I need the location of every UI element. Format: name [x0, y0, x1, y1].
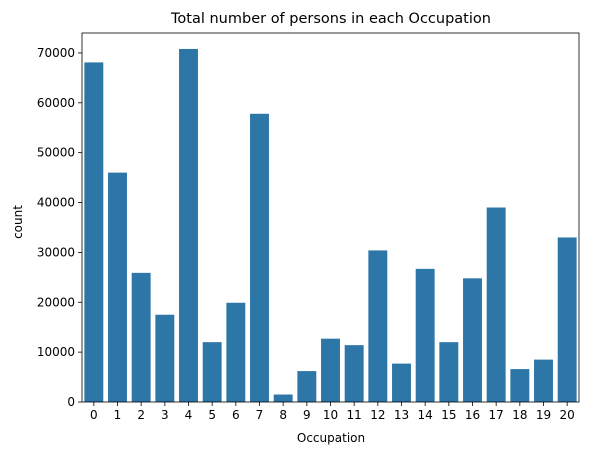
bar-11	[344, 345, 364, 402]
bar-20	[557, 237, 577, 402]
y-tick-label: 40000	[37, 196, 75, 210]
x-tick-label: 6	[232, 408, 240, 422]
x-axis: 0 1 2 3 4 5 6 7 8 9 10 11 12 13 14 15 16 17 18 19 20	[90, 402, 575, 422]
x-tick-label: 19	[536, 408, 551, 422]
x-tick-label: 9	[303, 408, 311, 422]
bar-18	[510, 369, 530, 402]
x-tick-label: 20	[560, 408, 575, 422]
bar-4	[179, 48, 198, 402]
bar-16	[463, 278, 482, 402]
y-tick-label: 0	[67, 395, 75, 409]
x-tick-label: 4	[185, 408, 193, 422]
x-tick-label: 3	[161, 408, 169, 422]
x-tick-label: 7	[256, 408, 264, 422]
x-tick-label: 15	[441, 408, 456, 422]
x-axis-label: Occupation	[297, 431, 365, 445]
bar-10	[321, 338, 340, 402]
bar-0	[84, 62, 104, 403]
chart-title: Total number of persons in each Occupati…	[170, 11, 491, 27]
bar-7	[250, 113, 269, 403]
bar-8	[273, 394, 293, 402]
y-tick-label: 70000	[37, 46, 75, 60]
x-tick-label: 5	[208, 408, 216, 422]
x-tick-label: 2	[137, 408, 145, 422]
x-tick-label: 17	[489, 408, 504, 422]
bar-2	[131, 272, 151, 402]
bars-group	[84, 48, 577, 403]
bar-1	[108, 172, 127, 402]
plot-frame	[81, 32, 580, 403]
bar-17	[486, 207, 506, 402]
bar-3	[155, 314, 175, 402]
bar-15	[439, 342, 459, 402]
x-tick-label: 18	[512, 408, 527, 422]
y-tick-label: 50000	[37, 146, 75, 160]
bar-9	[297, 371, 317, 402]
x-tick-label: 0	[90, 408, 98, 422]
x-tick-label: 14	[418, 408, 433, 422]
x-tick-label: 10	[323, 408, 338, 422]
x-tick-label: 11	[347, 408, 362, 422]
bar-14	[415, 268, 435, 402]
y-tick-label: 20000	[37, 295, 75, 309]
bar-5	[202, 342, 222, 402]
x-tick-label: 8	[279, 408, 287, 422]
bar-19	[534, 359, 553, 402]
x-tick-label: 1	[114, 408, 122, 422]
y-axis: 0 10000 20000 30000 40000 50000 60000 70000	[37, 46, 82, 409]
y-tick-label: 30000	[37, 245, 75, 259]
bar-13	[392, 363, 411, 402]
y-tick-label: 60000	[37, 96, 75, 110]
y-tick-label: 10000	[37, 345, 75, 359]
x-tick-label: 12	[370, 408, 385, 422]
x-tick-label: 13	[394, 408, 409, 422]
bar-6	[226, 302, 246, 402]
y-axis-label: count	[11, 205, 25, 239]
x-tick-label: 16	[465, 408, 480, 422]
bar-12	[368, 250, 388, 402]
